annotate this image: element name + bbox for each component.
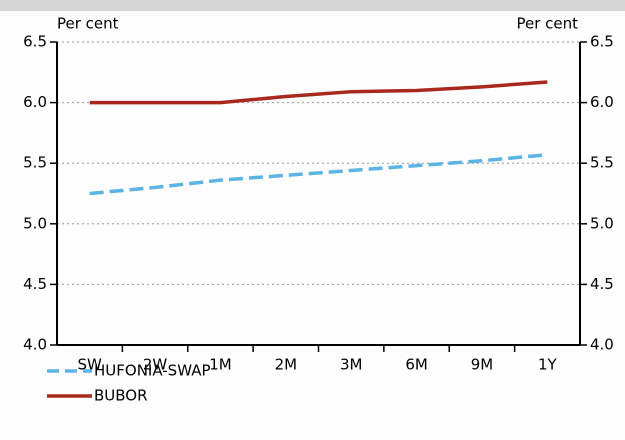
x-tick-label: 1Y xyxy=(538,356,558,374)
y2-tick-label: 6.0 xyxy=(590,93,614,111)
x-tick-label: SW xyxy=(78,356,103,374)
y-tick-label: 4.0 xyxy=(23,336,47,354)
line-series xyxy=(89,80,548,105)
line-series xyxy=(89,152,548,196)
y2-tick-label: 5.5 xyxy=(590,154,614,172)
x-tick-label: 6M xyxy=(405,356,428,374)
x-tick-label: 3M xyxy=(340,356,363,374)
y2-tick-label: 4.0 xyxy=(590,336,614,354)
legend-label: BUBOR xyxy=(94,387,148,405)
x-tick-label: 9M xyxy=(471,356,494,374)
y-axis-label: Per cent xyxy=(57,15,119,33)
y2-tick-label: 4.5 xyxy=(590,275,614,293)
x-tick-label: 2M xyxy=(275,356,298,374)
y-tick-label: 5.5 xyxy=(23,154,47,172)
y2-tick-label: 5.0 xyxy=(590,214,614,232)
x-tick-label: 2W xyxy=(143,356,168,374)
y-tick-label: 5.0 xyxy=(23,214,47,232)
y2-axis-label: Per cent xyxy=(516,15,578,33)
y-tick-label: 4.5 xyxy=(23,275,47,293)
x-tick-label: 1M xyxy=(209,356,232,374)
legend-label: HUFONIA-SWAP xyxy=(94,362,211,380)
top-band xyxy=(0,0,625,11)
y-tick-label: 6.5 xyxy=(23,33,47,51)
y2-tick-label: 6.5 xyxy=(590,33,614,51)
y-tick-label: 6.0 xyxy=(23,93,47,111)
